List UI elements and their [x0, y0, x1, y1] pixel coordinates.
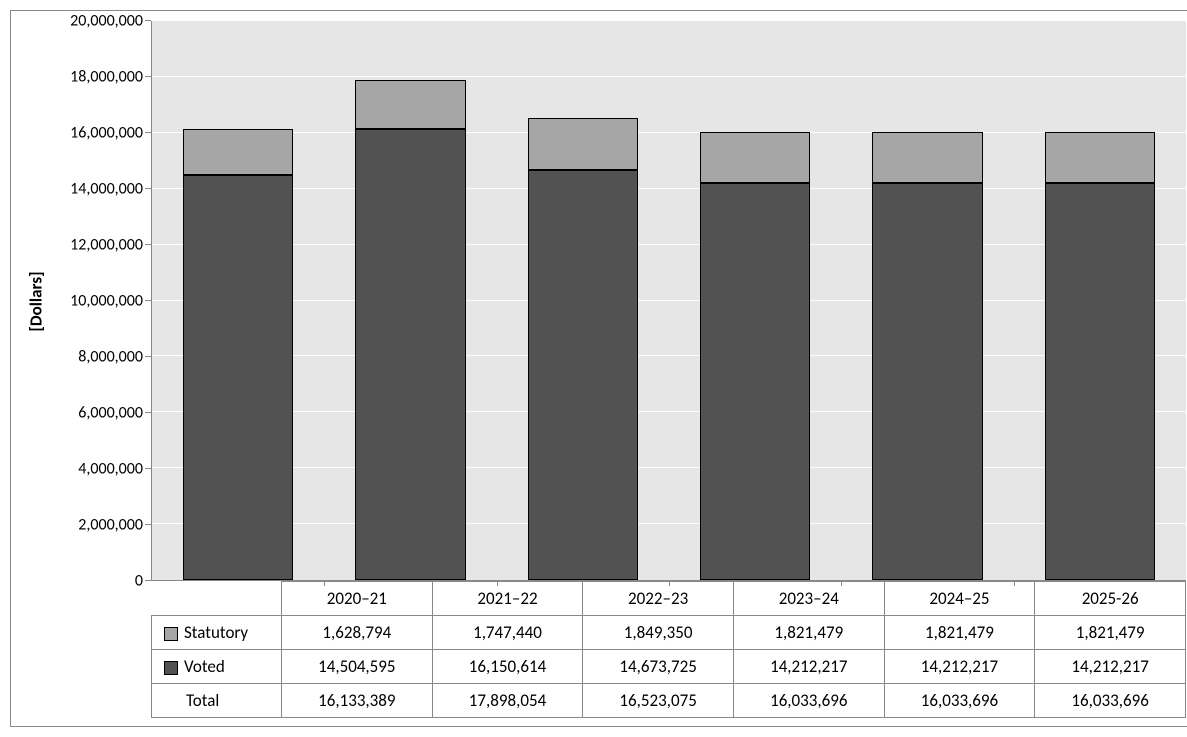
- table-cell: 1,849,350: [583, 616, 734, 650]
- bar-segment-voted: [872, 183, 982, 580]
- table-cell: 16,150,614: [432, 650, 583, 684]
- table-category-header: 2021–22: [432, 582, 583, 616]
- bars-wrap: [152, 21, 1186, 580]
- x-tick-mark: [841, 580, 842, 586]
- table-cell: 16,033,696: [884, 684, 1035, 718]
- table-cell: 1,821,479: [733, 616, 884, 650]
- y-tick-label: 6,000,000: [78, 404, 143, 423]
- table-row: Voted14,504,59516,150,61414,673,72514,21…: [152, 650, 1186, 684]
- y-axis-label-wrap: [Dollars]: [21, 21, 51, 581]
- bar-group: [669, 21, 841, 580]
- table-category-header: 2025-26: [1035, 582, 1186, 616]
- table-cell: 16,523,075: [583, 684, 734, 718]
- bar-segment-statutory: [700, 132, 810, 183]
- legend-swatch: [164, 627, 178, 641]
- bar-segment-voted: [183, 175, 293, 580]
- table-cell: 16,033,696: [1035, 684, 1186, 718]
- y-tick-label: 14,000,000: [70, 180, 143, 199]
- bar-group: [1014, 21, 1186, 580]
- y-tick-label: 10,000,000: [70, 292, 143, 311]
- y-tick-label: 16,000,000: [70, 124, 143, 143]
- stacked-bar: [528, 118, 638, 580]
- table-row-header-total: Total: [152, 684, 282, 718]
- table-cell: 1,821,479: [884, 616, 1035, 650]
- x-tick-mark: [324, 580, 325, 586]
- y-tick-label: 18,000,000: [70, 68, 143, 87]
- x-tick-mark: [1014, 580, 1015, 586]
- x-tick-mark: [497, 580, 498, 586]
- bar-segment-statutory: [183, 129, 293, 175]
- table-cell: 14,212,217: [884, 650, 1035, 684]
- bar-group: [152, 21, 324, 580]
- table-cell: 1,821,479: [1035, 616, 1186, 650]
- bar-segment-statutory: [1045, 132, 1155, 183]
- bar-segment-statutory: [528, 118, 638, 170]
- table-category-header: 2023–24: [733, 582, 884, 616]
- y-tick-label: 12,000,000: [70, 236, 143, 255]
- table-category-header: 2024–25: [884, 582, 1035, 616]
- data-table-wrap: 2020–212021–222022–232023–242024–252025-…: [11, 581, 1187, 726]
- table-row-total: Total16,133,38917,898,05416,523,07516,03…: [152, 684, 1186, 718]
- y-tick-label: 0: [135, 572, 143, 591]
- stacked-bar: [700, 132, 810, 580]
- table-cell: 16,033,696: [733, 684, 884, 718]
- y-tick-label: 2,000,000: [78, 516, 143, 535]
- bar-segment-voted: [1045, 183, 1155, 580]
- bar-segment-statutory: [872, 132, 982, 183]
- table-row-header: Statutory: [152, 616, 282, 650]
- x-tick-mark: [669, 580, 670, 586]
- table-cell: 14,504,595: [282, 650, 433, 684]
- stacked-bar: [1045, 132, 1155, 580]
- legend-swatch: [164, 661, 178, 675]
- table-header-row: 2020–212021–222022–232023–242024–252025-…: [152, 582, 1186, 616]
- bar-segment-voted: [700, 183, 810, 580]
- table-cell: 1,628,794: [282, 616, 433, 650]
- chart-container: [Dollars] 0 2,000,000 4,000,000 6,000,000 8,…: [10, 10, 1187, 727]
- table-row-header: Voted: [152, 650, 282, 684]
- data-table: 2020–212021–222022–232023–242024–252025-…: [151, 581, 1186, 718]
- table-row: Statutory1,628,7941,747,4401,849,3501,82…: [152, 616, 1186, 650]
- bar-group: [841, 21, 1013, 580]
- y-tick-label: 8,000,000: [78, 348, 143, 367]
- y-axis-label: [Dollars]: [26, 271, 47, 331]
- plot-inner: [151, 21, 1186, 581]
- y-axis-ticks: 02,000,0004,000,0006,000,0008,000,00010,…: [51, 21, 151, 581]
- plot-area: [Dollars] 02,000,0004,000,0006,000,0008,…: [11, 11, 1187, 581]
- bar-group: [497, 21, 669, 580]
- table-blank-header: [152, 582, 282, 616]
- bar-segment-statutory: [355, 80, 465, 129]
- table-cell: 14,212,217: [1035, 650, 1186, 684]
- table-cell: 1,747,440: [432, 616, 583, 650]
- legend-label: Voted: [184, 656, 225, 677]
- table-cell: 16,133,389: [282, 684, 433, 718]
- stacked-bar: [355, 80, 465, 580]
- table-cell: 14,673,725: [583, 650, 734, 684]
- bar-segment-voted: [528, 170, 638, 580]
- stacked-bar: [183, 129, 293, 580]
- table-cell: 14,212,217: [733, 650, 884, 684]
- stacked-bar: [872, 132, 982, 580]
- table-cell: 17,898,054: [432, 684, 583, 718]
- bar-group: [324, 21, 496, 580]
- table-category-header: 2022–23: [583, 582, 734, 616]
- bar-segment-voted: [355, 129, 465, 580]
- y-tick-label: 20,000,000: [70, 12, 143, 31]
- legend-label: Statutory: [184, 622, 248, 643]
- table-category-header: 2020–21: [282, 582, 433, 616]
- y-tick-label: 4,000,000: [78, 460, 143, 479]
